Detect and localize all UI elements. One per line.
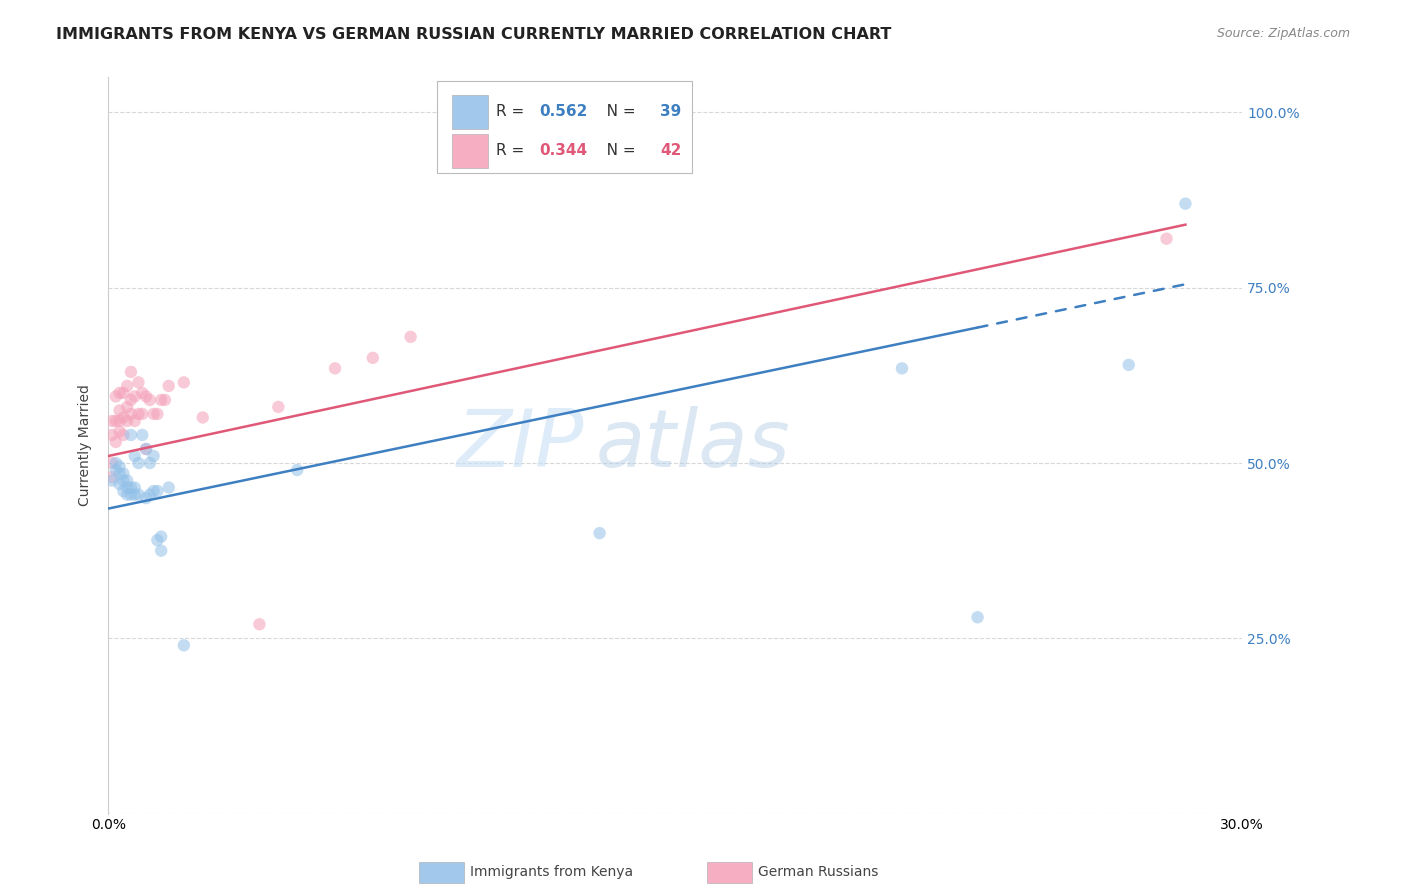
Text: N =: N = [592,104,641,120]
Point [139,487,162,501]
Point [124,481,146,495]
Point [115,481,138,495]
Point [588,526,610,541]
Text: IMMIGRANTS FROM KENYA VS GERMAN RUSSIAN CURRENTLY MARRIED CORRELATION CHART: IMMIGRANTS FROM KENYA VS GERMAN RUSSIAN … [56,27,891,42]
FancyBboxPatch shape [451,134,488,168]
Point [142,407,165,421]
Point [157,481,180,495]
Text: N =: N = [592,144,641,158]
Point [157,379,180,393]
Point [1156,232,1178,246]
Point [131,407,153,421]
Text: atlas: atlas [596,407,790,484]
Point [120,487,142,501]
Point [285,463,308,477]
Point [104,414,127,428]
Point [101,474,124,488]
Point [399,330,422,344]
Point [127,376,149,390]
Text: German Russians: German Russians [758,865,879,880]
Point [191,410,214,425]
Point [131,428,153,442]
Point [115,400,138,414]
Point [135,442,157,456]
Point [115,414,138,428]
Point [115,474,138,488]
Point [101,456,124,470]
Point [112,410,135,425]
Point [108,459,131,474]
Text: Immigrants from Kenya: Immigrants from Kenya [470,865,633,880]
Point [142,449,165,463]
Point [112,428,135,442]
Point [361,351,384,365]
Text: 42: 42 [661,144,682,158]
Point [150,392,173,407]
Point [104,389,127,403]
Point [139,456,162,470]
Point [115,487,138,501]
Point [108,425,131,439]
Point [120,392,142,407]
Y-axis label: Currently Married: Currently Married [79,384,93,507]
Point [135,442,157,456]
Point [108,403,131,417]
Point [124,487,146,501]
Point [112,467,135,481]
Point [173,376,195,390]
Point [323,361,346,376]
Text: 0.562: 0.562 [538,104,588,120]
Point [101,428,124,442]
Point [127,407,149,421]
FancyBboxPatch shape [437,81,692,173]
Point [127,456,149,470]
Point [173,638,195,652]
Point [131,385,153,400]
Point [146,484,169,499]
Point [120,407,142,421]
Point [101,414,124,428]
Point [966,610,988,624]
Point [104,456,127,470]
Point [267,400,290,414]
Point [101,470,124,484]
Point [124,414,146,428]
Text: 39: 39 [661,104,682,120]
Text: 0.344: 0.344 [538,144,588,158]
Point [1174,196,1197,211]
Point [249,617,271,632]
Point [120,481,142,495]
Text: R =: R = [496,104,529,120]
Text: Source: ZipAtlas.com: Source: ZipAtlas.com [1216,27,1350,40]
Point [124,389,146,403]
Point [135,491,157,505]
Point [142,484,165,499]
Point [146,533,169,548]
Text: ZIP: ZIP [457,407,585,484]
Point [112,484,135,499]
Point [108,414,131,428]
Point [127,487,149,501]
Point [104,434,127,449]
Point [120,428,142,442]
Point [108,385,131,400]
Point [150,530,173,544]
Point [1118,358,1140,372]
Point [153,392,176,407]
Point [891,361,914,376]
Text: R =: R = [496,144,529,158]
Point [104,463,127,477]
Point [139,392,162,407]
Point [115,379,138,393]
Point [108,467,131,481]
Point [146,407,169,421]
Point [112,385,135,400]
Point [150,543,173,558]
Point [112,474,135,488]
Point [135,389,157,403]
FancyBboxPatch shape [451,95,488,128]
Point [120,365,142,379]
Point [108,477,131,491]
Point [124,449,146,463]
